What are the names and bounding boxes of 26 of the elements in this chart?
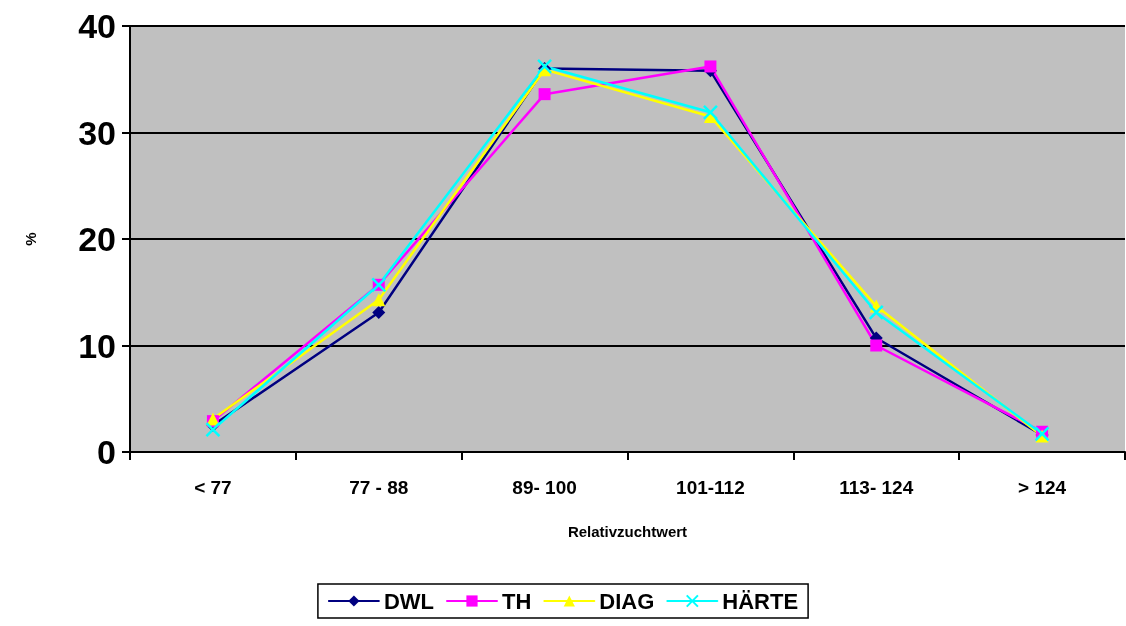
point <box>205 421 221 438</box>
y-axis-title: % <box>22 232 39 246</box>
x-tick-label: 113- 124 <box>839 477 914 498</box>
point <box>704 60 717 73</box>
legend-label: DWL <box>383 588 434 614</box>
point <box>870 339 883 352</box>
x-tick-label: < 77 <box>194 477 232 498</box>
x-tick-label: 89- 100 <box>512 477 577 498</box>
x-tick-label: 101-112 <box>676 477 745 498</box>
y-tick-label: 10 <box>78 326 116 365</box>
x-axis-title: Relativzuchtwert <box>567 523 688 540</box>
legend-label: HÄRTE <box>722 588 799 614</box>
point <box>538 88 551 101</box>
y-tick-label: 20 <box>78 220 116 258</box>
point <box>868 304 884 321</box>
point <box>702 104 719 121</box>
x-tick-label: > 124 <box>1018 477 1067 498</box>
y-tick-label: 30 <box>78 113 116 152</box>
y-tick-label: 0 <box>97 433 116 471</box>
point <box>536 58 553 75</box>
point <box>372 305 386 319</box>
point <box>372 293 386 307</box>
legend-label: DIAG <box>599 588 655 614</box>
x-tick-label: 77 - 88 <box>349 477 409 498</box>
y-tick-label: 40 <box>78 7 116 45</box>
legend-label: TH <box>501 588 532 614</box>
